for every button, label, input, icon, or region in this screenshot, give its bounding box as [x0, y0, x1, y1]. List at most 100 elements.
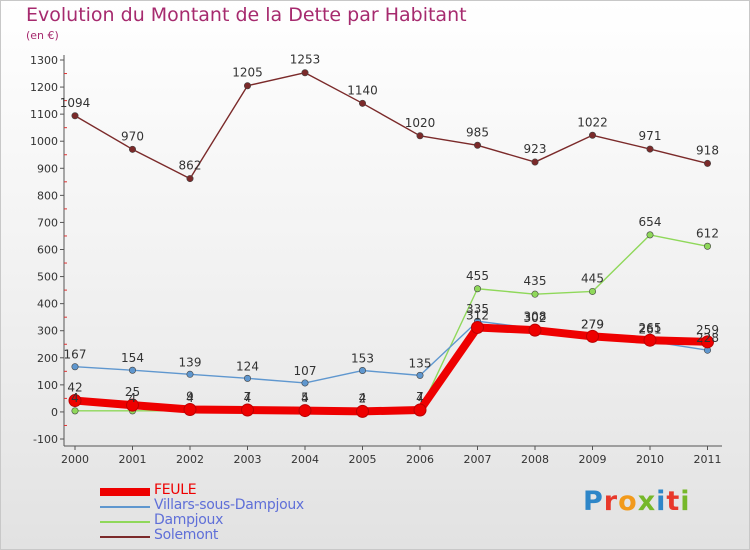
y-tick-label: 200	[37, 352, 58, 365]
y-tick-label: 1100	[30, 108, 58, 121]
legend-swatch	[100, 536, 150, 538]
x-tick-label: 2011	[694, 453, 722, 466]
y-tick-label: 1000	[30, 135, 58, 148]
data-label: 153	[351, 352, 374, 366]
logo-letter: i	[680, 486, 691, 517]
x-tick-label: 2008	[521, 453, 549, 466]
y-tick-label: 1300	[30, 54, 58, 67]
y-tick-label: 600	[37, 244, 58, 257]
y-tick-label: 0	[51, 406, 58, 419]
data-point	[186, 175, 194, 183]
x-tick-label: 2003	[234, 453, 262, 466]
data-point	[531, 158, 539, 166]
logo-letter: t	[666, 486, 681, 517]
data-label: 1253	[290, 53, 321, 67]
chart-title: Evolution du Montant de la Dette par Hab…	[26, 4, 467, 26]
data-point	[358, 367, 366, 375]
data-label: 259	[696, 323, 719, 337]
data-label: 445	[581, 271, 604, 285]
data-label: 4	[244, 391, 252, 405]
data-label: 261	[639, 322, 662, 336]
data-point	[186, 370, 194, 378]
data-label: 1140	[347, 83, 378, 97]
data-label: 9	[186, 389, 194, 403]
series-line-solemont	[74, 72, 709, 180]
data-point	[298, 404, 312, 418]
x-tick-label: 2007	[464, 453, 492, 466]
logo-letter: o	[618, 486, 638, 517]
data-point	[129, 366, 137, 374]
x-tick-label: 2004	[291, 453, 319, 466]
data-label: 4	[71, 391, 79, 405]
data-label: 4	[416, 391, 424, 405]
data-label: 4	[301, 391, 309, 405]
data-label: 435	[524, 274, 547, 288]
data-label: 1094	[60, 96, 91, 110]
data-point	[241, 403, 254, 417]
data-point	[301, 69, 309, 77]
data-point	[471, 320, 484, 334]
data-point	[646, 145, 654, 153]
logo-letter: x	[637, 486, 657, 517]
series-line-dampjoux	[74, 234, 709, 412]
data-label: 4	[359, 391, 367, 405]
data-label: 312	[466, 308, 489, 322]
data-label: 279	[581, 317, 604, 331]
data-label: 654	[639, 215, 662, 229]
y-tick-label: 400	[37, 298, 58, 311]
series-line-feule	[71, 323, 712, 416]
data-label: 918	[696, 143, 719, 157]
data-label: 4	[129, 391, 137, 405]
data-point	[528, 323, 542, 337]
legend-label: Villars-sous-Dampjoux	[154, 497, 304, 513]
legend-label: FEULE	[154, 482, 197, 498]
y-tick-label: 1200	[30, 81, 58, 94]
data-label: 228	[696, 331, 719, 345]
data-point	[703, 242, 711, 250]
data-point	[183, 402, 197, 416]
data-point	[416, 132, 424, 140]
logo-letter: i	[656, 486, 667, 517]
unit-label: (en €)	[26, 29, 59, 42]
data-label: 167	[64, 348, 87, 362]
data-label: 25	[125, 385, 140, 399]
data-point	[416, 371, 424, 379]
data-label: 1205	[232, 66, 263, 80]
data-point	[71, 407, 79, 415]
data-point	[71, 112, 79, 120]
data-label: 139	[179, 355, 202, 369]
data-point	[244, 82, 252, 90]
data-label: 279	[581, 317, 604, 331]
data-point	[126, 398, 139, 412]
legend-swatch	[100, 521, 150, 523]
data-point	[701, 335, 714, 349]
data-label: 1022	[577, 115, 608, 129]
data-point	[703, 159, 711, 167]
data-point	[413, 403, 427, 417]
data-point	[129, 145, 137, 153]
data-label: 862	[179, 159, 202, 173]
data-point	[301, 379, 309, 387]
x-tick-label: 2010	[636, 453, 664, 466]
y-tick-label: 700	[37, 216, 58, 229]
legend-swatch	[100, 506, 150, 508]
data-label: 1020	[405, 116, 436, 130]
data-point	[68, 394, 82, 408]
data-point	[531, 290, 539, 298]
x-tick-label: 2005	[349, 453, 377, 466]
data-label: 335	[466, 302, 489, 316]
data-point	[71, 363, 79, 371]
data-label: 612	[696, 226, 719, 240]
data-point	[586, 329, 599, 343]
data-label: 985	[466, 125, 489, 139]
data-label: 2	[359, 391, 367, 405]
x-tick-label: 2001	[119, 453, 147, 466]
data-label: 308	[524, 310, 547, 324]
data-point	[643, 333, 657, 347]
data-label: 265	[639, 321, 662, 335]
data-point	[473, 141, 481, 149]
y-tick-label: 500	[37, 271, 58, 284]
logo-letter: r	[603, 486, 619, 517]
